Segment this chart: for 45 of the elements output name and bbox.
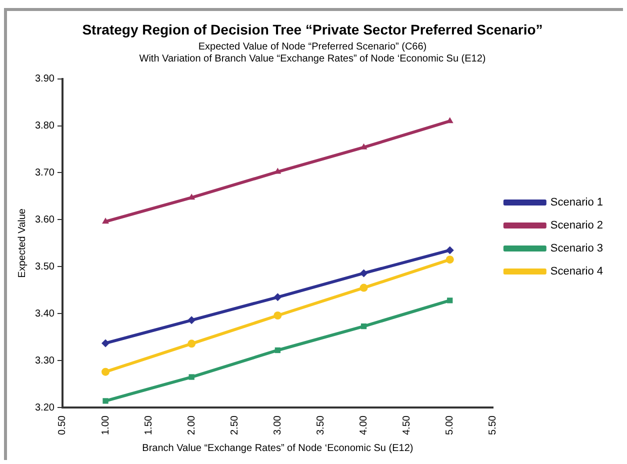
point (360, 284, 368, 292)
point (274, 293, 282, 302)
legend-label: Scenario 1 (550, 196, 604, 209)
x-axis-title: Branch Value “Exchange Rates” of Node ‘Economic Su (E12) (142, 442, 414, 454)
y-tick-label: 3.40 (34, 308, 55, 320)
point (360, 269, 368, 278)
legend-label: Scenario 4 (550, 266, 604, 278)
point (447, 298, 453, 304)
point (102, 218, 109, 224)
y-tick-label: 3.80 (34, 120, 55, 132)
y-tick-label: 3.90 (34, 74, 55, 85)
y-tick-label: 3.60 (34, 214, 55, 226)
point (274, 311, 282, 320)
point (188, 340, 196, 348)
y-tick-label: 3.20 (34, 402, 55, 414)
y-tick-label: 3.70 (34, 167, 55, 178)
point (360, 323, 367, 330)
legend-label: Scenario 3 (550, 242, 604, 255)
point (188, 374, 194, 380)
chart-subtitle: Expected Value of Node “Preferred Scenario” (C66) With Variation of Branch Value “Exchange Rates” of Node ‘Economic Su (E12) (139, 42, 486, 65)
x-tick-label: 1.50 (143, 415, 154, 436)
point (188, 316, 196, 324)
y-axis-title: Expected Value (16, 208, 28, 278)
y-tick-label: 3.50 (34, 261, 55, 272)
point (102, 339, 110, 348)
point (446, 246, 454, 254)
x-tick-label: 4.50 (402, 415, 413, 436)
x-tick-label: 2.50 (229, 415, 240, 436)
point (188, 194, 196, 200)
x-tick-label: 3.50 (315, 415, 326, 436)
legend-label: Scenario 2 (550, 220, 604, 232)
chart-title: Strategy Region of Decision Tree “Private Sector Preferred Scenario” (82, 21, 543, 38)
point (274, 347, 281, 354)
x-tick-label: 5.00 (444, 415, 456, 436)
point (446, 256, 454, 264)
x-tick-label: 1.00 (100, 415, 112, 436)
x-tick-label: 3.00 (272, 415, 284, 436)
x-tick-label: 4.00 (358, 415, 370, 436)
point (102, 398, 108, 404)
x-tick-label: 0.50 (57, 415, 68, 436)
point (102, 368, 110, 376)
x-tick-label: 2.00 (186, 415, 198, 436)
y-tick-label: 3.30 (34, 355, 55, 366)
point (446, 117, 454, 124)
x-tick-label: 5.50 (488, 415, 499, 436)
